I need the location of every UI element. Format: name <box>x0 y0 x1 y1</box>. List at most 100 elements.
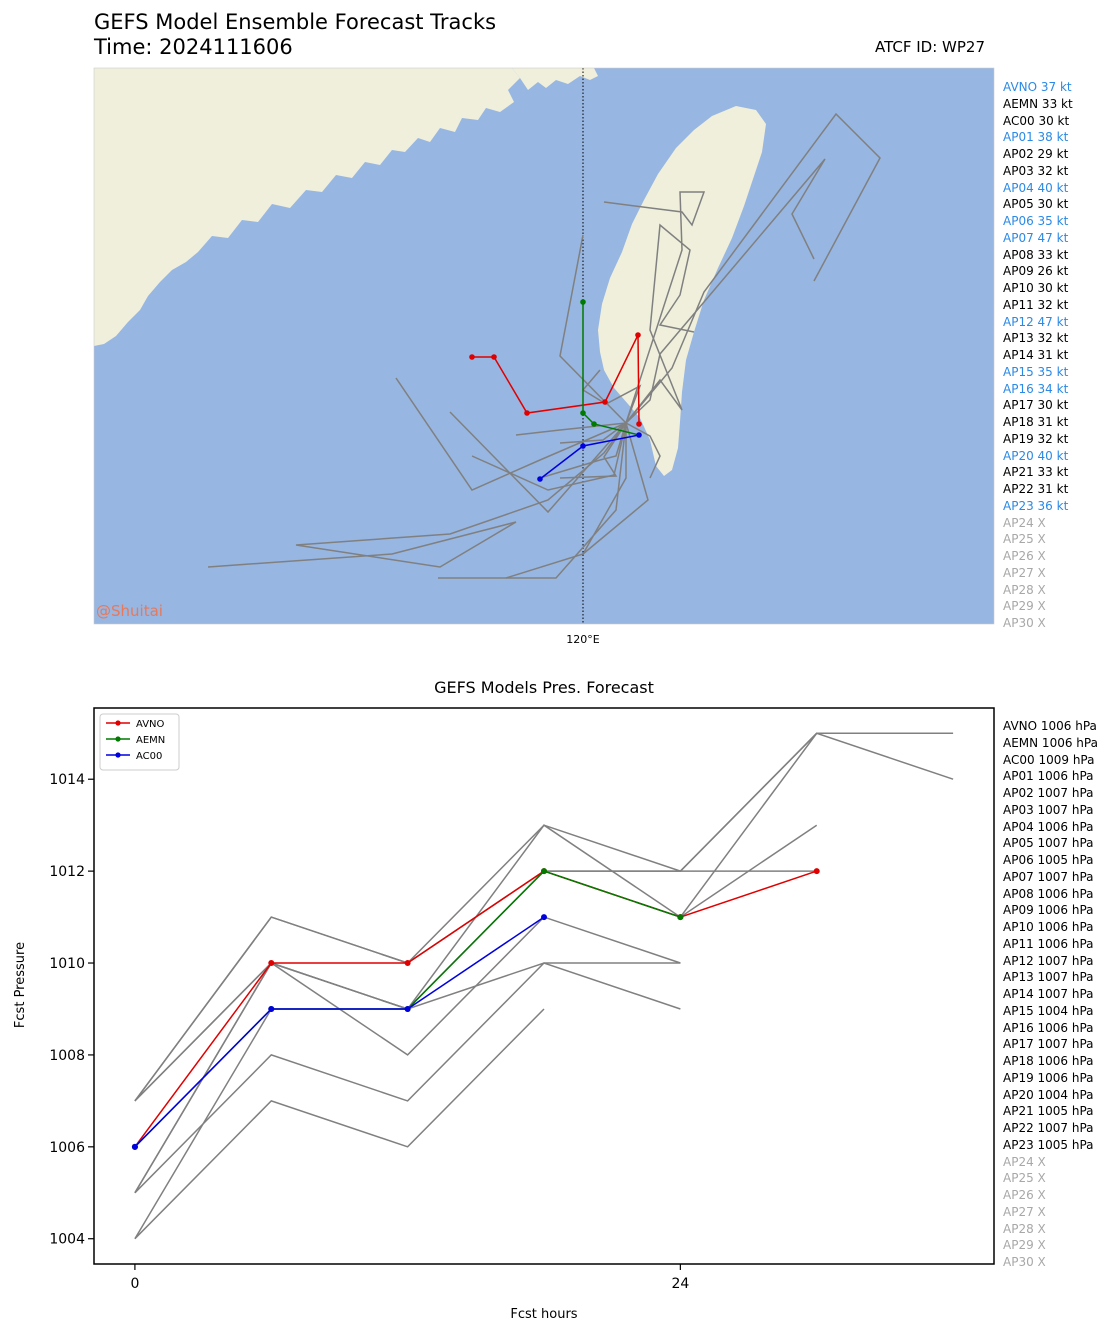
member-track <box>515 422 627 436</box>
pressure-entry: AC00 1009 hPa <box>1003 752 1095 767</box>
data-point <box>541 914 547 921</box>
atcf-id: ATCF ID: WP27 <box>875 38 986 56</box>
pressure-entry: AP08 1006 hPa <box>1003 886 1094 901</box>
member-track <box>559 422 627 444</box>
series-member-1 <box>134 732 954 1102</box>
avno-track-point <box>636 421 642 427</box>
series-member-4 <box>134 824 818 1194</box>
y-tick-label: 1008 <box>49 1048 85 1064</box>
intensity-entry: AP13 32 kt <box>1003 331 1069 346</box>
data-point <box>677 914 684 921</box>
pressure-entry: AP11 1006 hPa <box>1003 936 1094 951</box>
series-member-2 <box>134 732 954 1102</box>
pressure-entry: AP01 1006 hPa <box>1003 769 1094 784</box>
track-map: 120°E <box>93 67 995 646</box>
member-track <box>625 158 826 424</box>
intensity-entry: AP30 X <box>1003 616 1046 630</box>
y-tick-label: 1006 <box>49 1140 85 1156</box>
pressure-entry: AP28 X <box>1003 1221 1046 1236</box>
pressure-entry: AP16 1006 hPa <box>1003 1020 1094 1035</box>
ac00-track <box>537 432 642 482</box>
series-aemn <box>131 868 684 1150</box>
series-line <box>134 870 817 1102</box>
member-track <box>539 422 627 479</box>
ac00-track-point <box>537 476 543 482</box>
member-track <box>449 411 627 514</box>
intensity-entry: AP01 38 kt <box>1003 130 1069 145</box>
map-title: GEFS Model Ensemble Forecast Tracks <box>94 10 497 34</box>
chart-legend: AVNO AEMN AC00 <box>99 713 180 771</box>
pressure-entry: AP12 1007 hPa <box>1003 953 1094 968</box>
series-member-5 <box>134 870 817 1102</box>
data-point <box>131 1143 138 1150</box>
data-point <box>268 1005 275 1012</box>
intensity-entry: AC00 30 kt <box>1003 113 1070 128</box>
intensity-entry: AP06 35 kt <box>1003 214 1069 228</box>
pressure-entry: AP18 1006 hPa <box>1003 1054 1094 1068</box>
ensemble-member-tracks <box>207 112 881 579</box>
pressure-list: AVNO 1006 hPa AEMN 1006 hPa AC00 1009 hPa A… <box>1003 718 1098 1271</box>
pressure-entry: AEMN 1006 hPa <box>1003 735 1098 750</box>
member-track <box>207 422 627 568</box>
aemn-track-point <box>591 421 597 427</box>
series-line <box>134 732 954 1102</box>
pressure-entry: AP22 1007 hPa <box>1003 1121 1094 1135</box>
member-track <box>505 423 627 579</box>
legend-marker <box>115 720 121 726</box>
pressure-entry: AP29 X <box>1003 1238 1046 1253</box>
data-point <box>541 868 547 875</box>
intensity-entry: AP22 31 kt <box>1003 482 1069 496</box>
pressure-entry: AP23 1005 hPa <box>1003 1137 1094 1152</box>
intensity-entry: AP04 40 kt <box>1003 180 1069 195</box>
aemn-track-point <box>580 410 586 416</box>
pressure-entry: AP03 1007 hPa <box>1003 802 1094 817</box>
track-intensity-list: AVNO 37 kt AEMN 33 kt AC00 30 kt AP01 38 kt… <box>1003 79 1073 632</box>
legend-label: AC00 <box>136 751 162 762</box>
taiwan <box>598 106 766 476</box>
pressure-entry: AP04 1006 hPa <box>1003 819 1094 834</box>
legend-box <box>99 713 180 771</box>
member-track <box>625 422 661 479</box>
data-point <box>677 914 684 921</box>
intensity-entry: AP17 30 kt <box>1003 398 1069 413</box>
data-point <box>404 960 411 967</box>
series-line <box>134 732 954 1102</box>
pressure-entry: AP05 1007 hPa <box>1003 836 1094 851</box>
y-axis-label: Fcst Pressure <box>13 942 28 1028</box>
map-frame <box>93 67 995 625</box>
member-track <box>582 422 649 555</box>
avno-track <box>469 332 642 427</box>
series-line <box>134 870 681 1148</box>
pressure-entry: AP13 1007 hPa <box>1003 970 1094 985</box>
data-point <box>404 1005 411 1012</box>
series-member-6 <box>134 916 681 1194</box>
pressure-entry: AP25 X <box>1003 1171 1046 1186</box>
intensity-entry: AP15 35 kt <box>1003 364 1069 379</box>
data-point <box>404 1005 411 1012</box>
intensity-entry: AP26 X <box>1003 549 1046 563</box>
pressure-entry: AP19 1006 hPa <box>1003 1070 1094 1085</box>
intensity-entry: AP29 X <box>1003 599 1046 614</box>
series-member-7 <box>134 962 681 1240</box>
series-avno <box>131 868 820 1150</box>
pressure-entry: AP24 X <box>1003 1154 1046 1169</box>
data-point <box>268 1005 275 1012</box>
intensity-entry: AP02 29 kt <box>1003 147 1069 161</box>
forecast-time: Time: 2024111606 <box>94 35 293 59</box>
plot-frame <box>93 707 995 1265</box>
series-line <box>134 962 681 1240</box>
legend-label: AVNO <box>136 719 165 730</box>
series-line <box>134 870 817 1148</box>
data-point <box>131 1143 138 1150</box>
series-line <box>134 732 818 1102</box>
intensity-entry: AP08 33 kt <box>1003 247 1069 262</box>
watermark: @Shuitai <box>96 602 163 620</box>
pressure-entry: AP27 X <box>1003 1204 1046 1219</box>
intensity-entry: AP16 34 kt <box>1003 381 1069 396</box>
legend-label: AEMN <box>136 735 165 746</box>
series-member-9 <box>134 1008 545 1240</box>
x-axis-label: Fcst hours <box>510 1307 577 1322</box>
member-track <box>438 422 627 579</box>
member-track <box>471 422 627 491</box>
y-tick-label: 1014 <box>49 772 85 788</box>
